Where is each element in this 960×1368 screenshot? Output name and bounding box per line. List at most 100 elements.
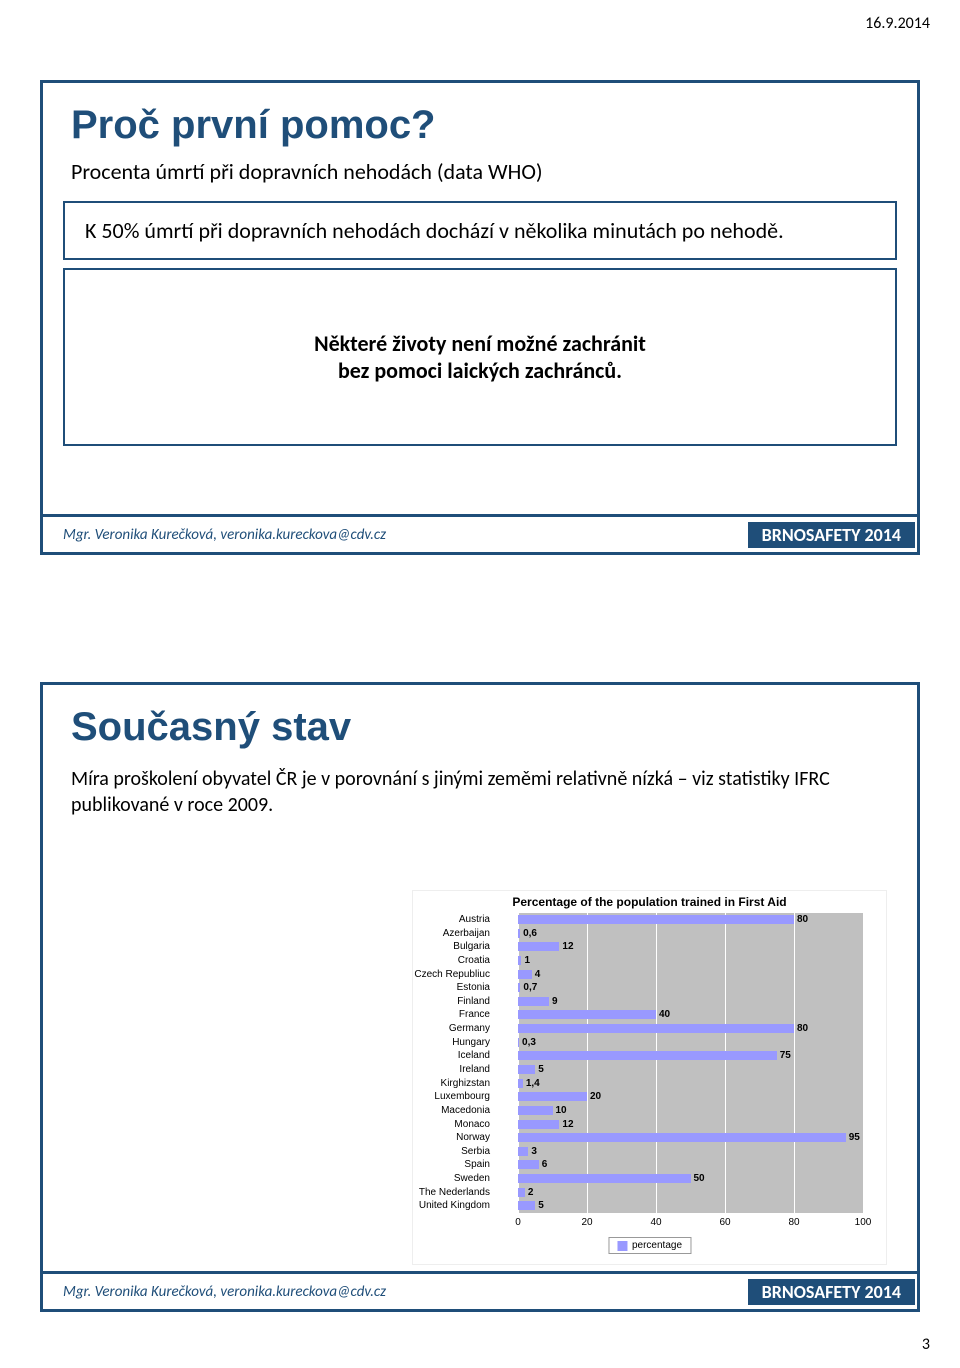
chart-plot-area: Austria80Azerbaijan0,6Bulgaria12Croatia1…: [518, 913, 863, 1213]
chart-row: Austria80: [518, 913, 863, 927]
bar: [518, 983, 520, 992]
value-label: 95: [849, 1132, 860, 1143]
country-label: Germany: [390, 1023, 490, 1034]
country-label: Czech Republiuc: [390, 969, 490, 980]
bar: [518, 1106, 553, 1115]
country-label: Finland: [390, 996, 490, 1007]
slide1-box1: K 50% úmrtí při dopravních nehodách doch…: [63, 201, 897, 260]
value-label: 9: [552, 996, 558, 1007]
slide1-box2-line1: Některé životy není možné zachránit: [314, 330, 646, 357]
bar: [518, 1201, 535, 1210]
value-label: 5: [538, 1200, 544, 1211]
chart-row: Hungary0,3: [518, 1036, 863, 1050]
country-label: Kirghizstan: [390, 1078, 490, 1089]
bar: [518, 1079, 523, 1088]
country-label: Ireland: [390, 1064, 490, 1075]
value-label: 2: [528, 1187, 534, 1198]
country-label: Iceland: [390, 1050, 490, 1061]
country-label: Azerbaijan: [390, 928, 490, 939]
slide1-subtitle: Procenta úmrtí při dopravních nehodách (…: [43, 158, 917, 193]
x-tick-label: 0: [515, 1217, 521, 1228]
bar: [518, 1092, 587, 1101]
value-label: 3: [531, 1146, 537, 1157]
chart-row: Finland9: [518, 995, 863, 1009]
chart-row: Spain6: [518, 1158, 863, 1172]
bar: [518, 956, 521, 965]
value-label: 5: [538, 1064, 544, 1075]
chart-row: Serbia3: [518, 1145, 863, 1159]
country-label: Croatia: [390, 955, 490, 966]
value-label: 20: [590, 1091, 601, 1102]
value-label: 12: [562, 941, 573, 952]
bar: [518, 997, 549, 1006]
bar: [518, 1051, 777, 1060]
value-label: 6: [542, 1159, 548, 1170]
country-label: United Kingdom: [390, 1200, 490, 1211]
country-label: Hungary: [390, 1037, 490, 1048]
x-tick-label: 100: [855, 1217, 872, 1228]
chart-row: Ireland5: [518, 1063, 863, 1077]
bar: [518, 915, 794, 924]
slide2-footer: Mgr. Veronika Kurečková, veronika.kureck…: [43, 1271, 917, 1309]
bar: [518, 1024, 794, 1033]
value-label: 4: [535, 969, 541, 980]
value-label: 40: [659, 1009, 670, 1020]
bar: [518, 1065, 535, 1074]
chart-row: France40: [518, 1008, 863, 1022]
grid-line: [863, 913, 864, 1213]
chart-row: Macedonia10: [518, 1104, 863, 1118]
bar: [518, 970, 532, 979]
bar: [518, 1120, 559, 1129]
chart-row: United Kingdom5: [518, 1199, 863, 1213]
footer-author: Mgr. Veronika Kurečková, veronika.kureck…: [63, 1283, 386, 1301]
value-label: 1: [524, 955, 530, 966]
chart-row: Kirghizstan1,4: [518, 1077, 863, 1091]
value-label: 12: [562, 1119, 573, 1130]
page-number: 3: [922, 1335, 930, 1354]
value-label: 80: [797, 914, 808, 925]
footer-author: Mgr. Veronika Kurečková, veronika.kureck…: [63, 526, 386, 544]
chart-row: The Nederlands2: [518, 1186, 863, 1200]
slide1-title: Proč první pomoc?: [43, 83, 917, 158]
country-label: Macedonia: [390, 1105, 490, 1116]
chart-row: Iceland75: [518, 1049, 863, 1063]
chart-row: Norway95: [518, 1131, 863, 1145]
bar: [518, 942, 559, 951]
x-tick-label: 80: [788, 1217, 799, 1228]
slide-2: Současný stav Míra proškolení obyvatel Č…: [40, 682, 920, 1312]
x-tick-label: 60: [719, 1217, 730, 1228]
country-label: Bulgaria: [390, 941, 490, 952]
value-label: 80: [797, 1023, 808, 1034]
bar: [518, 1188, 525, 1197]
slide1-box2: Některé životy není možné zachránit bez …: [63, 268, 897, 446]
bar: [518, 1010, 656, 1019]
value-label: 0,3: [522, 1037, 536, 1048]
bar: [518, 1133, 846, 1142]
slide-1: Proč první pomoc? Procenta úmrtí při dop…: [40, 80, 920, 555]
page-date: 16.9.2014: [865, 14, 930, 33]
chart-row: Germany80: [518, 1022, 863, 1036]
slide2-body: Míra proškolení obyvatel ČR je v porovná…: [43, 760, 917, 824]
bar: [518, 1038, 519, 1047]
legend-swatch: [617, 1241, 627, 1251]
chart-row: Croatia1: [518, 954, 863, 968]
value-label: 0,7: [523, 982, 537, 993]
chart-row: Azerbaijan0,6: [518, 927, 863, 941]
value-label: 1,4: [526, 1078, 540, 1089]
x-tick-label: 40: [650, 1217, 661, 1228]
legend-label: percentage: [632, 1240, 682, 1251]
bar: [518, 929, 520, 938]
value-label: 0,6: [523, 928, 537, 939]
bar: [518, 1160, 539, 1169]
chart-row: Luxembourg20: [518, 1090, 863, 1104]
country-label: Sweden: [390, 1173, 490, 1184]
chart-x-axis: 020406080100: [518, 1217, 863, 1231]
chart-row: Czech Republiuc4: [518, 968, 863, 982]
country-label: The Nederlands: [390, 1187, 490, 1198]
value-label: 50: [694, 1173, 705, 1184]
country-label: France: [390, 1009, 490, 1020]
footer-conference: BRNOSAFETY 2014: [748, 1279, 915, 1305]
country-label: Norway: [390, 1132, 490, 1143]
bar: [518, 1147, 528, 1156]
country-label: Spain: [390, 1159, 490, 1170]
